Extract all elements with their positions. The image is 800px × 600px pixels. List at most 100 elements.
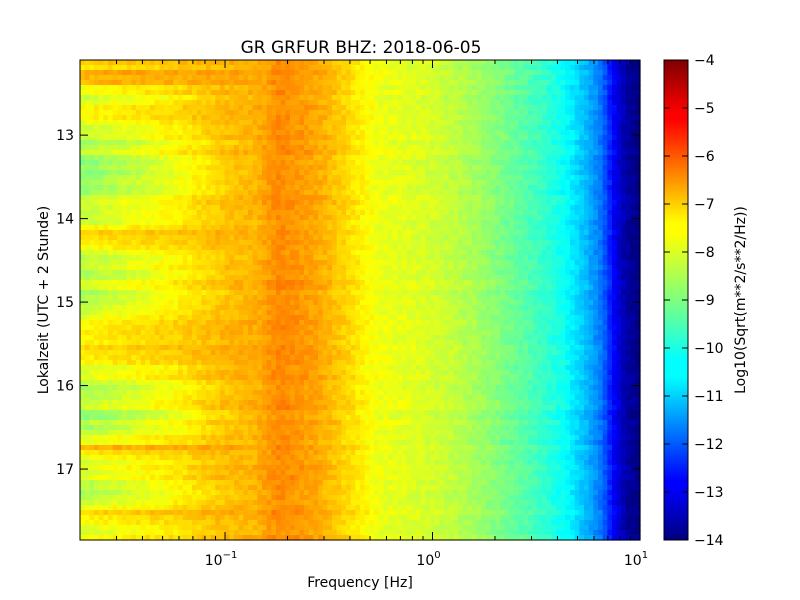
heatmap-cell	[206, 130, 212, 136]
heatmap-cell	[504, 120, 510, 126]
heatmap-cell	[266, 150, 272, 156]
heatmap-cell	[500, 110, 506, 116]
heatmap-cell	[416, 220, 422, 226]
heatmap-cell	[126, 100, 132, 106]
heatmap-cell	[126, 255, 132, 261]
heatmap-cell	[262, 220, 268, 226]
heatmap-cell	[154, 205, 160, 211]
heatmap-cell	[593, 160, 599, 166]
heatmap-cell	[224, 175, 230, 181]
heatmap-cell	[406, 260, 412, 266]
heatmap-cell	[304, 205, 310, 211]
heatmap-cell	[560, 230, 566, 236]
heatmap-cell	[136, 75, 142, 81]
heatmap-cell	[299, 235, 305, 241]
heatmap-cell	[378, 180, 384, 186]
heatmap-cell	[416, 160, 422, 166]
heatmap-cell	[89, 125, 95, 131]
heatmap-cell	[542, 85, 548, 91]
heatmap-cell	[416, 110, 422, 116]
heatmap-cell	[542, 190, 548, 196]
heatmap-cell	[355, 145, 361, 151]
heatmap-cell	[308, 60, 314, 66]
heatmap-cell	[453, 95, 459, 101]
heatmap-cell	[266, 220, 272, 226]
heatmap-cell	[560, 150, 566, 156]
heatmap-cell	[593, 165, 599, 171]
heatmap-cell	[224, 205, 230, 211]
heatmap-cell	[616, 240, 622, 246]
heatmap-cell	[453, 155, 459, 161]
heatmap-cell	[322, 120, 328, 126]
heatmap-cell	[518, 220, 524, 226]
heatmap-cell	[266, 130, 272, 136]
heatmap-cell	[103, 190, 109, 196]
heatmap-cell	[439, 240, 445, 246]
heatmap-cell	[210, 225, 216, 231]
heatmap-cell	[108, 180, 114, 186]
heatmap-cell	[570, 105, 576, 111]
heatmap-cell	[574, 175, 580, 181]
heatmap-cell	[542, 215, 548, 221]
heatmap-cell	[467, 110, 473, 116]
heatmap-cell	[579, 255, 585, 261]
heatmap-cell	[201, 205, 207, 211]
heatmap-cell	[425, 255, 431, 261]
heatmap-cell	[588, 230, 594, 236]
heatmap-cell	[612, 145, 618, 151]
heatmap-cell	[117, 145, 123, 151]
heatmap-cell	[560, 255, 566, 261]
heatmap-cell	[546, 240, 552, 246]
heatmap-cell	[173, 65, 179, 71]
heatmap-cell	[383, 245, 389, 251]
heatmap-cell	[565, 185, 571, 191]
heatmap-cell	[612, 115, 618, 121]
heatmap-cell	[318, 255, 324, 261]
heatmap-cell	[360, 65, 366, 71]
heatmap-cell	[607, 205, 613, 211]
heatmap-cell	[509, 60, 515, 66]
heatmap-cell	[117, 210, 123, 216]
heatmap-cell	[220, 195, 226, 201]
heatmap-cell	[243, 100, 249, 106]
heatmap-cell	[159, 75, 165, 81]
heatmap-cell	[108, 170, 114, 176]
heatmap-cell	[411, 125, 417, 131]
heatmap-cell	[406, 160, 412, 166]
heatmap-cell	[509, 125, 515, 131]
heatmap-cell	[626, 225, 632, 231]
heatmap-cell	[355, 220, 361, 226]
heatmap-cell	[168, 220, 174, 226]
heatmap-cell	[229, 195, 235, 201]
heatmap-cell	[444, 100, 450, 106]
heatmap-cell	[350, 195, 356, 201]
heatmap-cell	[126, 150, 132, 156]
heatmap-cell	[308, 120, 314, 126]
heatmap-cell	[252, 150, 258, 156]
heatmap-cell	[271, 215, 277, 221]
heatmap-cell	[588, 105, 594, 111]
heatmap-cell	[416, 100, 422, 106]
heatmap-cell	[551, 75, 557, 81]
heatmap-cell	[565, 105, 571, 111]
heatmap-cell	[154, 220, 160, 226]
heatmap-cell	[248, 115, 254, 121]
heatmap-cell	[588, 215, 594, 221]
heatmap-cell	[523, 255, 529, 261]
heatmap-cell	[266, 95, 272, 101]
heatmap-cell	[140, 150, 146, 156]
heatmap-cell	[196, 175, 202, 181]
heatmap-cell	[490, 90, 496, 96]
heatmap-cell	[266, 230, 272, 236]
heatmap-cell	[430, 180, 436, 186]
heatmap-cell	[168, 245, 174, 251]
heatmap-cell	[103, 155, 109, 161]
heatmap-cell	[294, 235, 300, 241]
heatmap-cell	[173, 140, 179, 146]
heatmap-cell	[308, 80, 314, 86]
heatmap-cell	[467, 85, 473, 91]
heatmap-cell	[542, 210, 548, 216]
heatmap-cell	[616, 155, 622, 161]
heatmap-cell	[341, 180, 347, 186]
heatmap-cell	[210, 250, 216, 256]
